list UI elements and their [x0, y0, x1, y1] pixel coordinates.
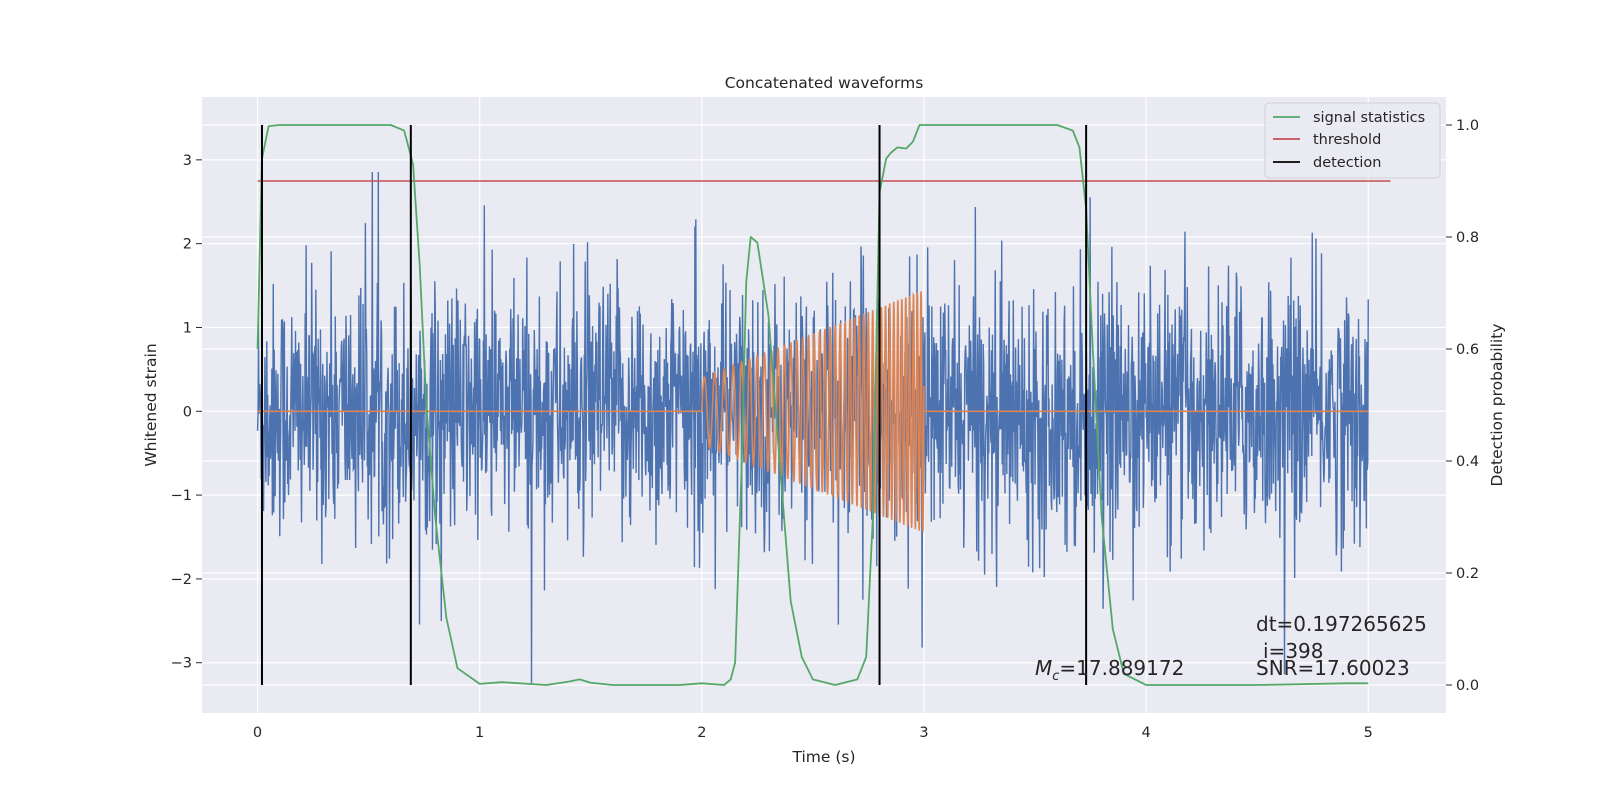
series-injected-waveform	[257, 291, 1369, 532]
y2-tick-label: 0.0	[1456, 678, 1479, 694]
legend-label-detection: detection	[1313, 155, 1381, 171]
series-signal-statistics	[256, 124, 1369, 686]
y-axis-title: Whitened strain	[142, 343, 160, 466]
annotation-index: i=398	[1263, 639, 1324, 663]
legend: signal statistics threshold detection	[1264, 102, 1441, 179]
y-tick-label: −3	[171, 656, 192, 672]
legend-label-signal-statistics: signal statistics	[1313, 110, 1425, 126]
y-tick-label: 1	[183, 320, 192, 336]
x-tick-label: 4	[1141, 725, 1150, 741]
chart-title: Concatenated waveforms	[725, 74, 924, 92]
annotations: dt=0.197265625 i=398 SNR=17.60023 Mc=17.…	[1035, 612, 1427, 684]
x-tick-label: 2	[697, 725, 706, 741]
y2-tick-label: 0.6	[1456, 342, 1479, 358]
y2-tick-label: 0.8	[1456, 230, 1479, 246]
y-tick-label: −2	[171, 572, 192, 588]
annotation-chirp-mass-subscript: c	[1052, 669, 1059, 684]
y2-tick-label: 1.0	[1456, 118, 1479, 134]
y-tick-label: 3	[183, 153, 192, 169]
y2-tick-label: 0.4	[1456, 454, 1479, 470]
axis-layer: 0 1 2 3 4 5 −3 −2 −1 0 1 2 3 0.0 0.2 0.4 0.6 0.8 1.0	[171, 118, 1479, 741]
legend-label-threshold: threshold	[1313, 132, 1381, 148]
x-axis-title: Time (s)	[791, 748, 855, 766]
x-tick-label: 1	[475, 725, 484, 741]
x-tick-label: 0	[253, 725, 262, 741]
y2-tick-label: 0.2	[1456, 566, 1479, 582]
annotation-snr: SNR=17.60023	[1256, 656, 1410, 680]
annotation-chirp-mass-symbol: M	[1035, 656, 1052, 680]
annotation-chirp-mass-value: =17.889172	[1059, 656, 1184, 680]
annotation-dt: dt=0.197265625	[1256, 612, 1427, 636]
legend-box	[1264, 102, 1441, 179]
x-tick-label: 3	[919, 725, 928, 741]
y-tick-label: 0	[183, 404, 192, 420]
y-tick-label: −1	[171, 488, 192, 504]
annotation-chirp-mass: Mc=17.889172	[1035, 656, 1184, 684]
x-tick-label: 5	[1364, 725, 1373, 741]
y2-axis-title: Detection probability	[1488, 324, 1506, 487]
series-layer	[256, 124, 1391, 686]
y-tick-label: 2	[183, 237, 192, 253]
